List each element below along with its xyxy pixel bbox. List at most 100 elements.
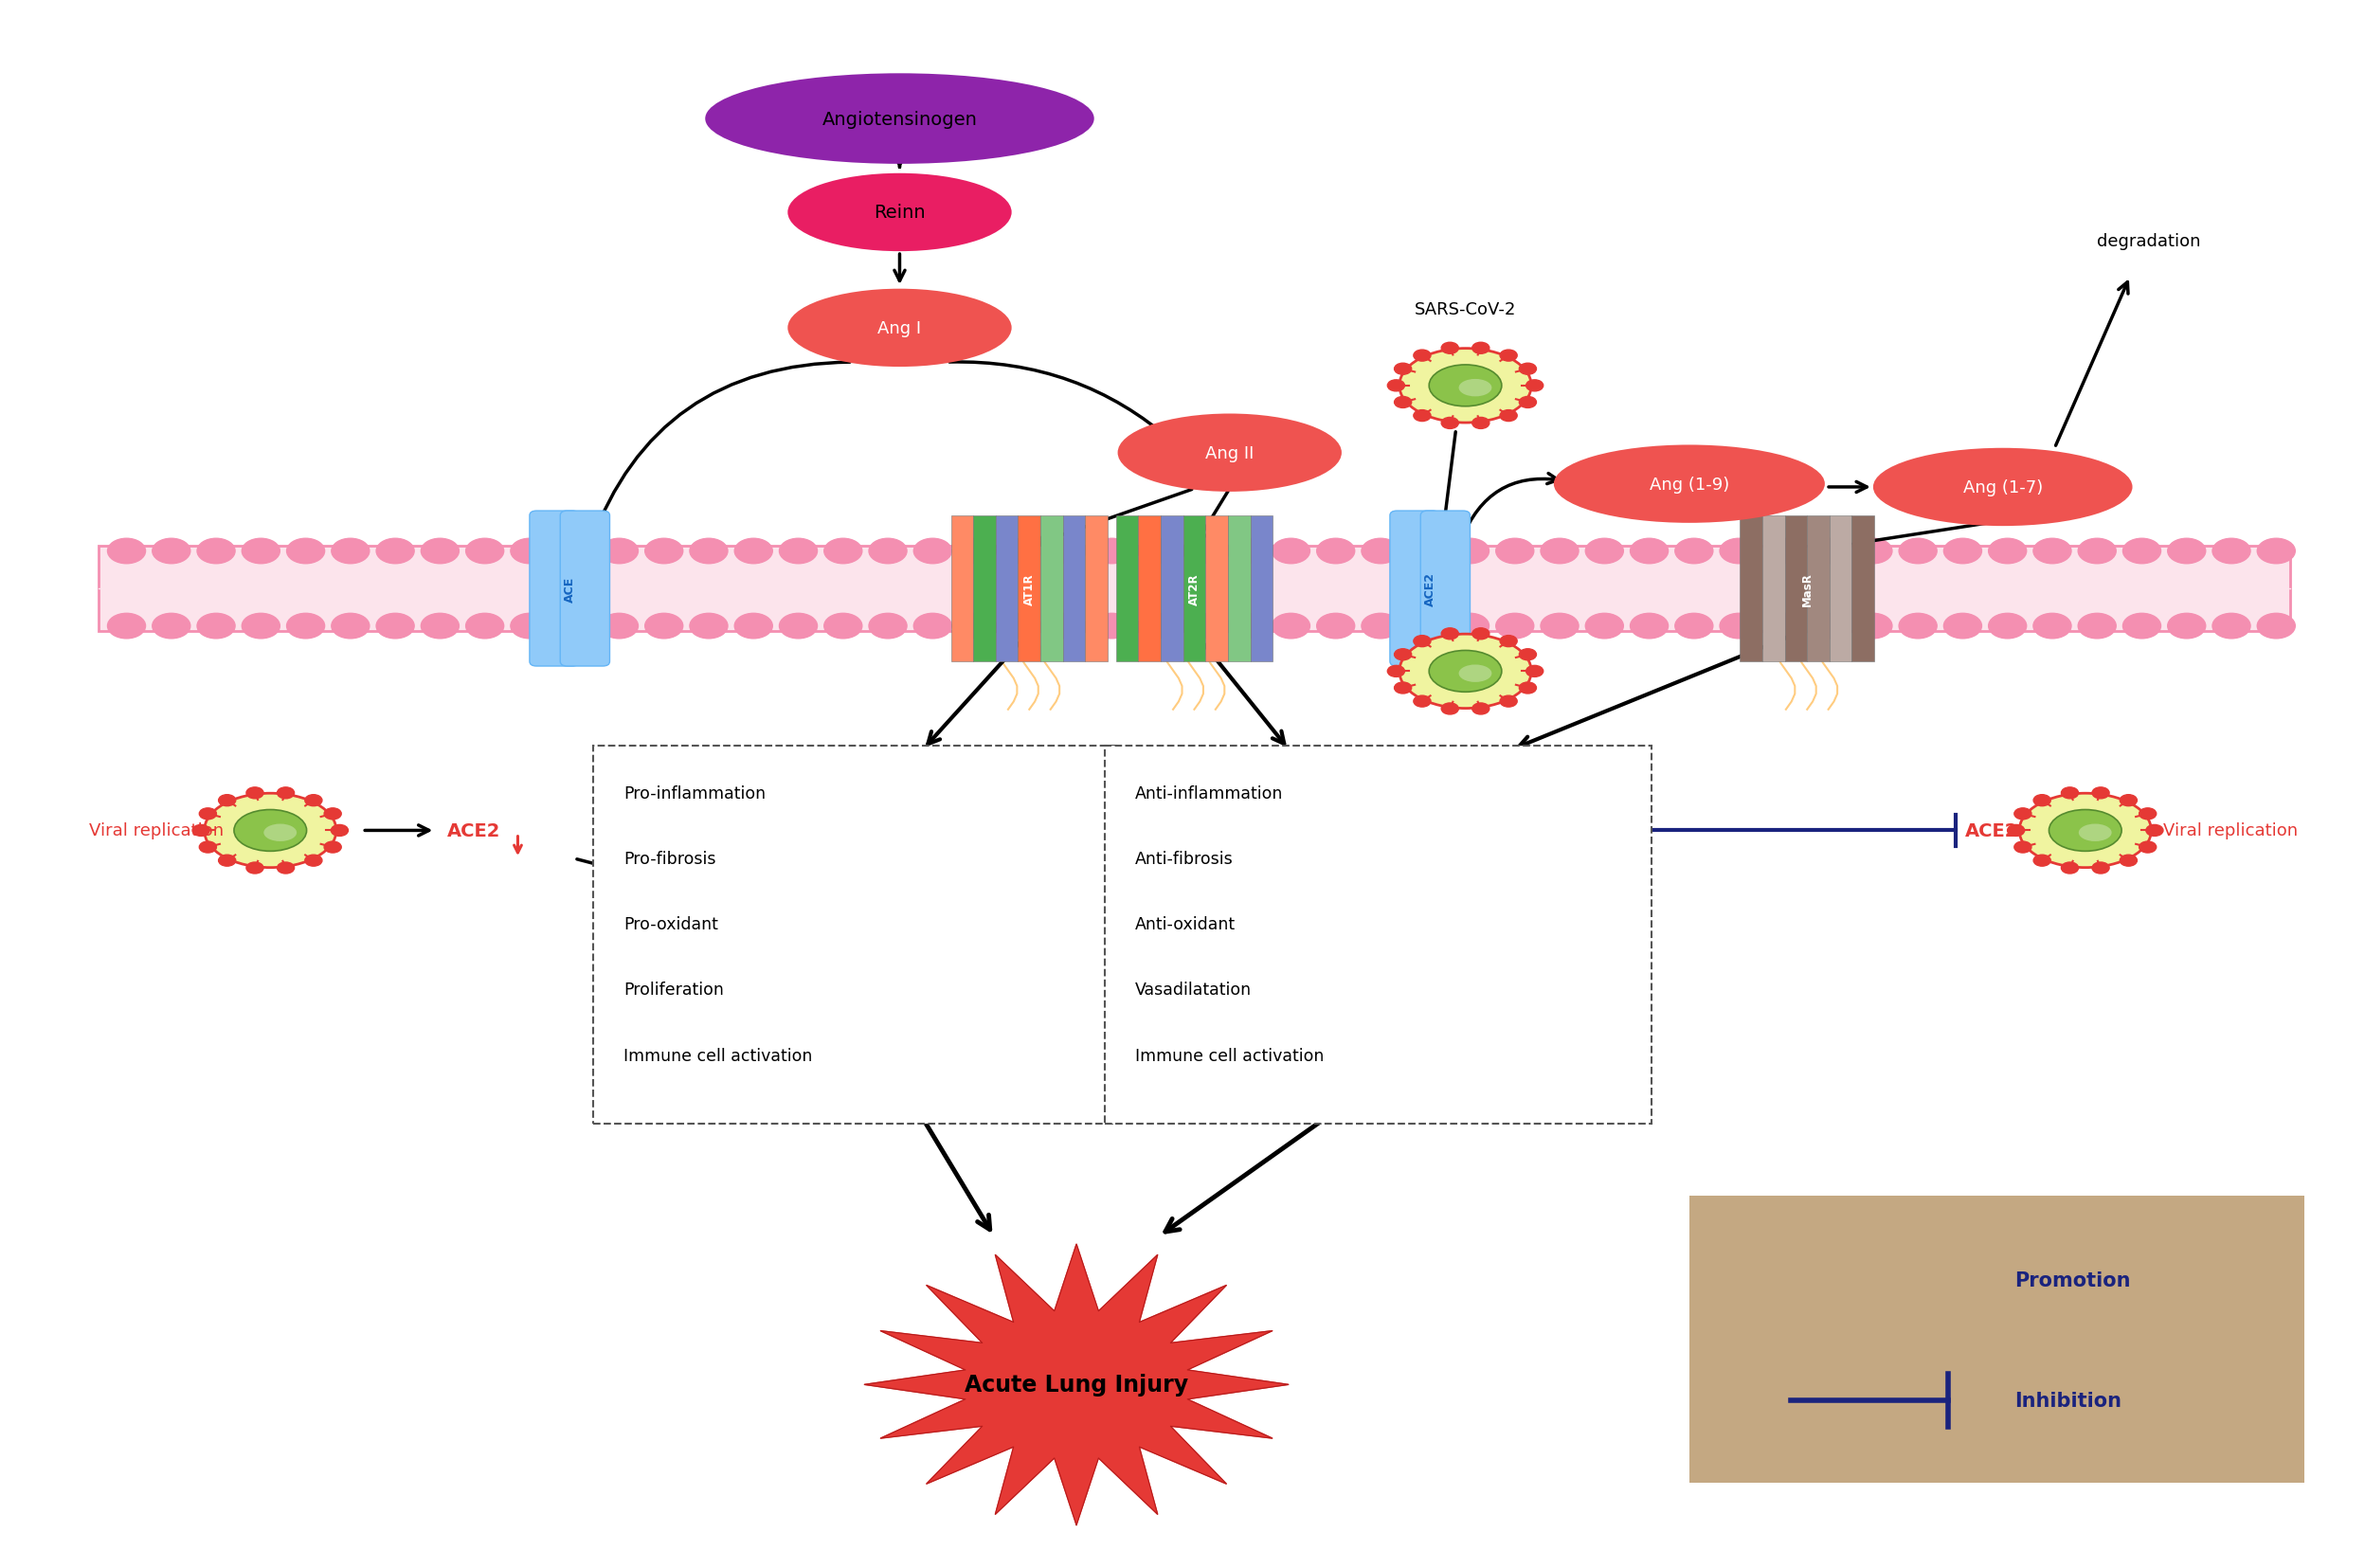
Circle shape bbox=[823, 613, 863, 640]
Ellipse shape bbox=[265, 825, 296, 842]
Bar bbox=[1807, 516, 1831, 662]
Circle shape bbox=[511, 539, 549, 564]
Circle shape bbox=[1440, 629, 1459, 640]
Bar bbox=[1206, 516, 1227, 662]
Circle shape bbox=[1138, 539, 1175, 564]
Circle shape bbox=[218, 855, 237, 867]
Circle shape bbox=[1764, 539, 1802, 564]
Bar bbox=[1086, 516, 1107, 662]
Circle shape bbox=[1899, 539, 1937, 564]
Circle shape bbox=[1629, 613, 1667, 640]
Circle shape bbox=[331, 613, 369, 640]
Circle shape bbox=[1499, 637, 1516, 648]
Bar bbox=[1017, 516, 1041, 662]
Circle shape bbox=[2079, 613, 2117, 640]
Ellipse shape bbox=[2079, 825, 2112, 842]
Circle shape bbox=[913, 613, 951, 640]
Circle shape bbox=[2256, 613, 2294, 640]
Circle shape bbox=[1497, 613, 1535, 640]
Circle shape bbox=[246, 787, 263, 800]
Circle shape bbox=[1471, 704, 1490, 715]
Bar bbox=[1741, 516, 1762, 662]
Text: Pro-fibrosis: Pro-fibrosis bbox=[624, 850, 717, 867]
Circle shape bbox=[1518, 397, 1537, 409]
Circle shape bbox=[106, 613, 147, 640]
Circle shape bbox=[868, 539, 906, 564]
Circle shape bbox=[2119, 795, 2138, 806]
Ellipse shape bbox=[705, 74, 1095, 165]
Circle shape bbox=[331, 825, 348, 836]
Circle shape bbox=[1362, 613, 1400, 640]
Circle shape bbox=[286, 539, 324, 564]
Ellipse shape bbox=[1400, 635, 1533, 709]
Bar bbox=[1182, 516, 1206, 662]
Bar bbox=[1852, 516, 1875, 662]
Circle shape bbox=[601, 613, 639, 640]
Circle shape bbox=[1944, 539, 1982, 564]
Text: AT2R: AT2R bbox=[1187, 572, 1201, 605]
Text: ACE2: ACE2 bbox=[1965, 822, 2017, 840]
Circle shape bbox=[2211, 539, 2251, 564]
Bar bbox=[1116, 516, 1138, 662]
FancyBboxPatch shape bbox=[530, 511, 579, 666]
Text: Viral replication: Viral replication bbox=[2164, 822, 2299, 839]
Circle shape bbox=[151, 539, 189, 564]
Text: Immune cell activation: Immune cell activation bbox=[1135, 1047, 1324, 1065]
Circle shape bbox=[2079, 539, 2117, 564]
Circle shape bbox=[1272, 539, 1310, 564]
FancyBboxPatch shape bbox=[594, 746, 1116, 1124]
Text: ACE: ACE bbox=[563, 575, 575, 602]
Circle shape bbox=[218, 795, 237, 806]
Circle shape bbox=[780, 613, 818, 640]
Circle shape bbox=[1452, 539, 1490, 564]
Text: Reinn: Reinn bbox=[873, 204, 925, 223]
Circle shape bbox=[241, 613, 279, 640]
FancyBboxPatch shape bbox=[99, 546, 2289, 632]
Circle shape bbox=[1317, 613, 1355, 640]
Bar bbox=[1831, 516, 1852, 662]
Circle shape bbox=[1674, 539, 1712, 564]
Circle shape bbox=[958, 539, 996, 564]
Bar bbox=[1762, 516, 1786, 662]
Ellipse shape bbox=[234, 811, 307, 851]
Text: Pro-oxidant: Pro-oxidant bbox=[624, 916, 719, 933]
Circle shape bbox=[1585, 539, 1622, 564]
Circle shape bbox=[1407, 539, 1445, 564]
Text: Ang I: Ang I bbox=[877, 320, 922, 337]
Ellipse shape bbox=[2048, 811, 2121, 851]
Polygon shape bbox=[863, 1245, 1289, 1526]
Circle shape bbox=[1518, 364, 1537, 375]
Bar bbox=[974, 516, 996, 662]
Circle shape bbox=[286, 613, 324, 640]
Circle shape bbox=[1003, 613, 1041, 640]
Circle shape bbox=[466, 539, 504, 564]
Circle shape bbox=[324, 809, 341, 820]
Circle shape bbox=[913, 539, 951, 564]
Circle shape bbox=[958, 613, 996, 640]
Text: Acute Lung Injury: Acute Lung Injury bbox=[965, 1374, 1187, 1396]
Ellipse shape bbox=[1428, 365, 1502, 408]
Circle shape bbox=[1138, 613, 1175, 640]
Circle shape bbox=[192, 825, 210, 836]
Bar bbox=[1041, 516, 1062, 662]
Circle shape bbox=[1362, 539, 1400, 564]
Circle shape bbox=[736, 539, 773, 564]
Circle shape bbox=[376, 539, 414, 564]
Circle shape bbox=[2169, 613, 2207, 640]
Circle shape bbox=[823, 539, 863, 564]
Circle shape bbox=[2169, 539, 2207, 564]
Circle shape bbox=[1525, 666, 1544, 677]
Circle shape bbox=[1452, 613, 1490, 640]
Text: MasR: MasR bbox=[1802, 572, 1814, 605]
Text: Immune cell activation: Immune cell activation bbox=[624, 1047, 814, 1065]
Ellipse shape bbox=[1554, 445, 1826, 524]
Circle shape bbox=[1317, 539, 1355, 564]
Circle shape bbox=[241, 539, 279, 564]
Circle shape bbox=[1989, 613, 2027, 640]
Circle shape bbox=[421, 613, 459, 640]
Text: Anti-inflammation: Anti-inflammation bbox=[1135, 786, 1284, 801]
FancyBboxPatch shape bbox=[1391, 511, 1440, 666]
Circle shape bbox=[1525, 381, 1544, 392]
Text: Proliferation: Proliferation bbox=[624, 982, 724, 999]
Circle shape bbox=[1497, 539, 1535, 564]
